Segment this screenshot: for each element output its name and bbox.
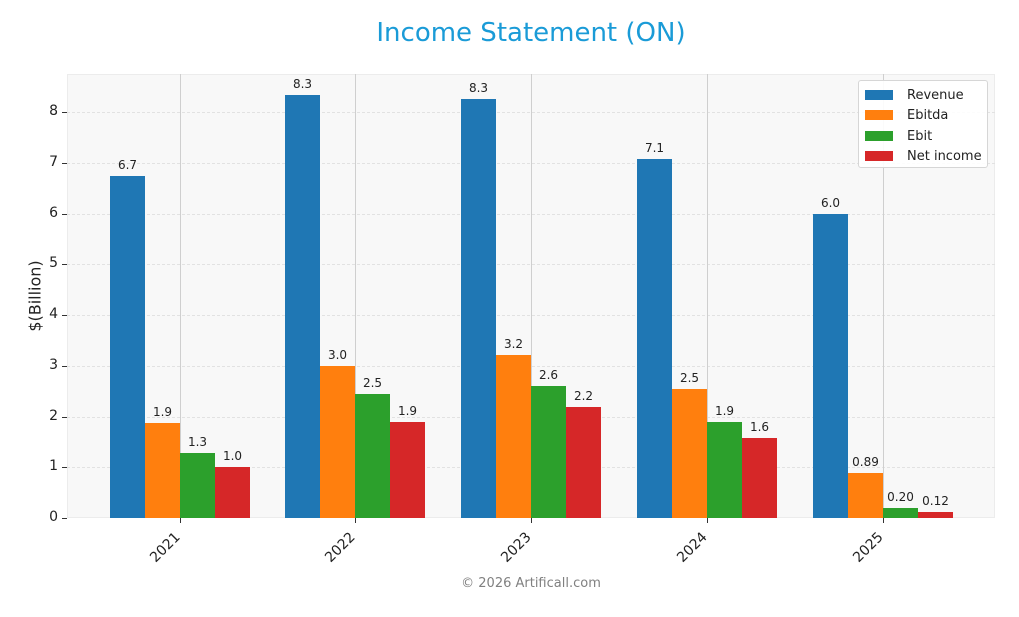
legend-item-ebit: Ebit xyxy=(865,126,932,146)
bar-value-label: 3.0 xyxy=(327,347,348,362)
bar-ebitda-2025 xyxy=(848,472,883,518)
bar-ebitda-2023 xyxy=(496,354,531,518)
bar-revenue-2022 xyxy=(285,95,320,518)
bar-value-label: 1.3 xyxy=(187,434,208,449)
bar-net-income-2023 xyxy=(566,407,601,518)
y-tick-label: 5 xyxy=(49,255,58,271)
bar-ebit-2021 xyxy=(180,452,215,518)
bar-value-label: 6.0 xyxy=(820,196,841,210)
bar-value-label: 7.1 xyxy=(644,140,665,155)
legend-label: Revenue xyxy=(907,87,964,103)
chart-title: Income Statement (ON) xyxy=(376,18,686,48)
x-tick xyxy=(883,518,884,523)
x-gridline xyxy=(707,74,708,518)
bar-ebit-2023 xyxy=(531,386,566,518)
x-tick-label: 2022 xyxy=(322,529,359,566)
legend-item-ebitda: Ebitda xyxy=(865,105,948,125)
x-tick-label: 2023 xyxy=(498,529,535,566)
bar-value-label: 2.5 xyxy=(362,375,383,390)
y-tick-label: 7 xyxy=(49,154,58,170)
x-tick xyxy=(180,518,181,523)
y-tick xyxy=(62,112,67,113)
x-gridline xyxy=(883,74,884,518)
legend-label: Ebitda xyxy=(907,107,949,123)
legend-item-revenue: Revenue xyxy=(865,85,964,105)
legend-swatch-net-income xyxy=(865,151,893,161)
bar-value-label: 1.0 xyxy=(222,448,243,463)
bar-value-label: 2.6 xyxy=(538,368,559,383)
bar-net-income-2021 xyxy=(215,466,250,518)
y-tick xyxy=(62,518,67,519)
y-tick-label: 4 xyxy=(49,306,58,322)
bar-value-label: 3.2 xyxy=(503,336,524,351)
legend: Revenue Ebitda Ebit Net income xyxy=(858,80,988,168)
bar-value-label: 2.5 xyxy=(679,370,700,385)
x-tick xyxy=(707,518,708,523)
x-tick xyxy=(355,518,356,523)
copyright-footer: © 2026 Artificall.com xyxy=(461,576,601,591)
y-axis-label: $(Billion) xyxy=(25,260,45,332)
legend-label: Ebit xyxy=(907,128,933,144)
legend-swatch-revenue xyxy=(865,90,893,100)
bar-revenue-2023 xyxy=(461,99,496,518)
y-tick-label: 2 xyxy=(49,408,58,424)
bar-value-label: 1.6 xyxy=(749,420,770,435)
bar-value-label: 8.3 xyxy=(468,81,489,96)
bar-revenue-2025 xyxy=(813,214,848,518)
bar-value-label: 0.12 xyxy=(922,493,949,508)
bar-value-label: 2.2 xyxy=(573,389,594,404)
bar-ebitda-2024 xyxy=(672,388,707,518)
y-tick-label: 3 xyxy=(49,357,58,373)
x-gridline xyxy=(531,74,532,518)
bar-value-label: 8.3 xyxy=(292,77,313,92)
bar-ebit-2024 xyxy=(707,421,742,518)
y-tick xyxy=(62,163,67,164)
y-tick-label: 6 xyxy=(49,205,58,221)
bar-ebit-2025 xyxy=(883,507,918,518)
bar-value-label: 0.89 xyxy=(852,454,879,469)
x-tick-label: 2024 xyxy=(674,529,711,566)
bar-ebitda-2021 xyxy=(145,423,180,518)
bar-net-income-2025 xyxy=(918,511,953,518)
x-gridline xyxy=(355,74,356,518)
bar-value-label: 1.9 xyxy=(152,405,173,420)
legend-label: Net income xyxy=(907,148,982,164)
x-tick-label: 2021 xyxy=(147,529,184,566)
bar-revenue-2024 xyxy=(637,158,672,518)
y-tick xyxy=(62,214,67,215)
y-tick-label: 0 xyxy=(49,509,58,525)
legend-swatch-ebit xyxy=(865,131,893,141)
y-tick xyxy=(62,417,67,418)
legend-swatch-ebitda xyxy=(865,110,893,120)
bar-revenue-2021 xyxy=(110,175,145,518)
bar-value-label: 1.9 xyxy=(397,403,418,418)
y-tick xyxy=(62,467,67,468)
x-tick xyxy=(531,518,532,523)
legend-item-net-income: Net income xyxy=(865,146,982,166)
bar-net-income-2024 xyxy=(742,438,777,518)
x-tick-label: 2025 xyxy=(850,529,887,566)
y-tick-label: 8 xyxy=(49,103,58,119)
y-tick xyxy=(62,264,67,265)
y-tick xyxy=(62,315,67,316)
bar-value-label: 0.20 xyxy=(887,489,914,504)
x-gridline xyxy=(180,74,181,518)
bar-ebit-2022 xyxy=(355,393,390,518)
bar-ebitda-2022 xyxy=(320,365,355,518)
y-tick xyxy=(62,366,67,367)
bar-net-income-2022 xyxy=(390,421,425,518)
bar-value-label: 1.9 xyxy=(714,403,735,418)
y-tick-label: 1 xyxy=(49,458,58,474)
bar-value-label: 6.7 xyxy=(117,157,138,172)
